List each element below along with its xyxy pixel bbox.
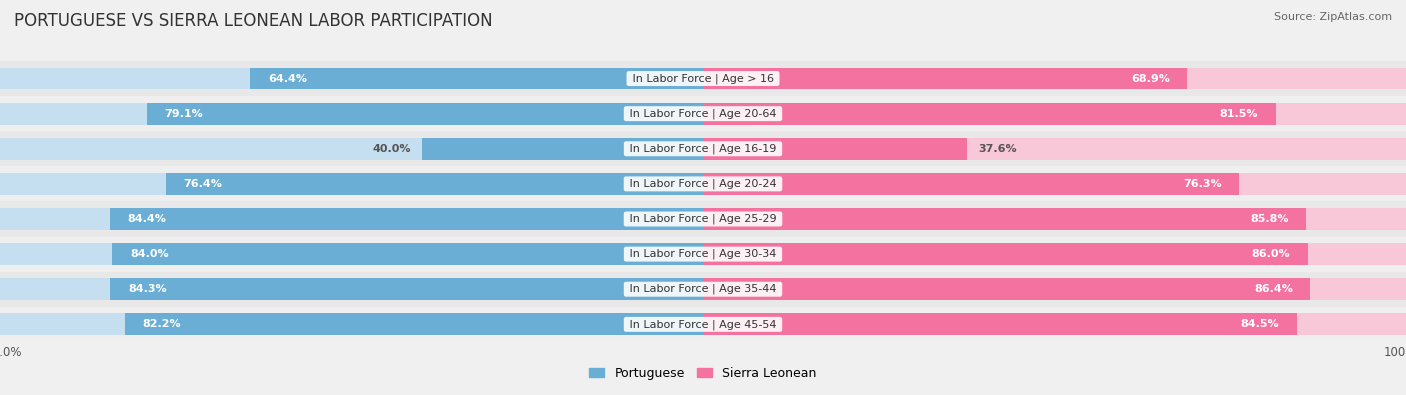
Bar	[703, 103, 1406, 124]
Bar	[703, 278, 1406, 300]
Text: In Labor Force | Age 16-19: In Labor Force | Age 16-19	[626, 143, 780, 154]
Text: In Labor Force | Age 25-29: In Labor Force | Age 25-29	[626, 214, 780, 224]
Bar	[703, 243, 1406, 265]
Bar	[0, 243, 703, 265]
Text: In Labor Force | Age > 16: In Labor Force | Age > 16	[628, 73, 778, 84]
Bar	[148, 103, 703, 124]
Text: 82.2%: 82.2%	[142, 319, 181, 329]
Text: 86.0%: 86.0%	[1251, 249, 1291, 259]
Bar	[0, 272, 1406, 307]
Text: In Labor Force | Age 30-34: In Labor Force | Age 30-34	[626, 249, 780, 260]
Bar	[0, 68, 703, 89]
Text: 84.3%: 84.3%	[128, 284, 166, 294]
Bar	[0, 138, 703, 160]
Text: 84.4%: 84.4%	[127, 214, 166, 224]
Text: 79.1%: 79.1%	[165, 109, 204, 118]
Text: 76.4%: 76.4%	[183, 179, 222, 189]
Bar	[703, 314, 1296, 335]
Bar	[703, 173, 1240, 195]
Text: 68.9%: 68.9%	[1130, 73, 1170, 84]
Text: 40.0%: 40.0%	[373, 144, 412, 154]
Bar	[703, 278, 1310, 300]
Bar	[110, 208, 703, 230]
Text: 76.3%: 76.3%	[1184, 179, 1222, 189]
Bar	[112, 243, 703, 265]
Bar	[422, 138, 703, 160]
Text: 84.5%: 84.5%	[1241, 319, 1279, 329]
Bar	[0, 314, 703, 335]
Text: Source: ZipAtlas.com: Source: ZipAtlas.com	[1274, 12, 1392, 22]
Text: 81.5%: 81.5%	[1220, 109, 1258, 118]
Bar	[703, 314, 1406, 335]
Bar	[0, 278, 703, 300]
Bar	[703, 138, 1406, 160]
Text: In Labor Force | Age 20-64: In Labor Force | Age 20-64	[626, 108, 780, 119]
Bar	[703, 68, 1188, 89]
Bar	[0, 166, 1406, 201]
Text: PORTUGUESE VS SIERRA LEONEAN LABOR PARTICIPATION: PORTUGUESE VS SIERRA LEONEAN LABOR PARTI…	[14, 12, 492, 30]
Bar	[703, 208, 1306, 230]
Bar	[703, 208, 1406, 230]
Bar	[0, 237, 1406, 272]
Bar	[703, 138, 967, 160]
Bar	[703, 243, 1308, 265]
Bar	[0, 173, 703, 195]
Bar	[0, 307, 1406, 342]
Text: In Labor Force | Age 20-24: In Labor Force | Age 20-24	[626, 179, 780, 189]
Text: 37.6%: 37.6%	[979, 144, 1017, 154]
Bar	[703, 173, 1406, 195]
Bar	[0, 96, 1406, 131]
Bar	[250, 68, 703, 89]
Legend: Portuguese, Sierra Leonean: Portuguese, Sierra Leonean	[585, 362, 821, 385]
Text: 86.4%: 86.4%	[1254, 284, 1294, 294]
Text: 64.4%: 64.4%	[267, 73, 307, 84]
Bar	[703, 68, 1406, 89]
Bar	[166, 173, 703, 195]
Bar	[0, 201, 1406, 237]
Bar	[703, 103, 1277, 124]
Bar	[0, 103, 703, 124]
Bar	[0, 208, 703, 230]
Text: 84.0%: 84.0%	[129, 249, 169, 259]
Text: In Labor Force | Age 45-54: In Labor Force | Age 45-54	[626, 319, 780, 329]
Bar	[110, 278, 703, 300]
Text: In Labor Force | Age 35-44: In Labor Force | Age 35-44	[626, 284, 780, 295]
Bar	[0, 131, 1406, 166]
Bar	[125, 314, 703, 335]
Text: 85.8%: 85.8%	[1250, 214, 1289, 224]
Bar	[0, 61, 1406, 96]
